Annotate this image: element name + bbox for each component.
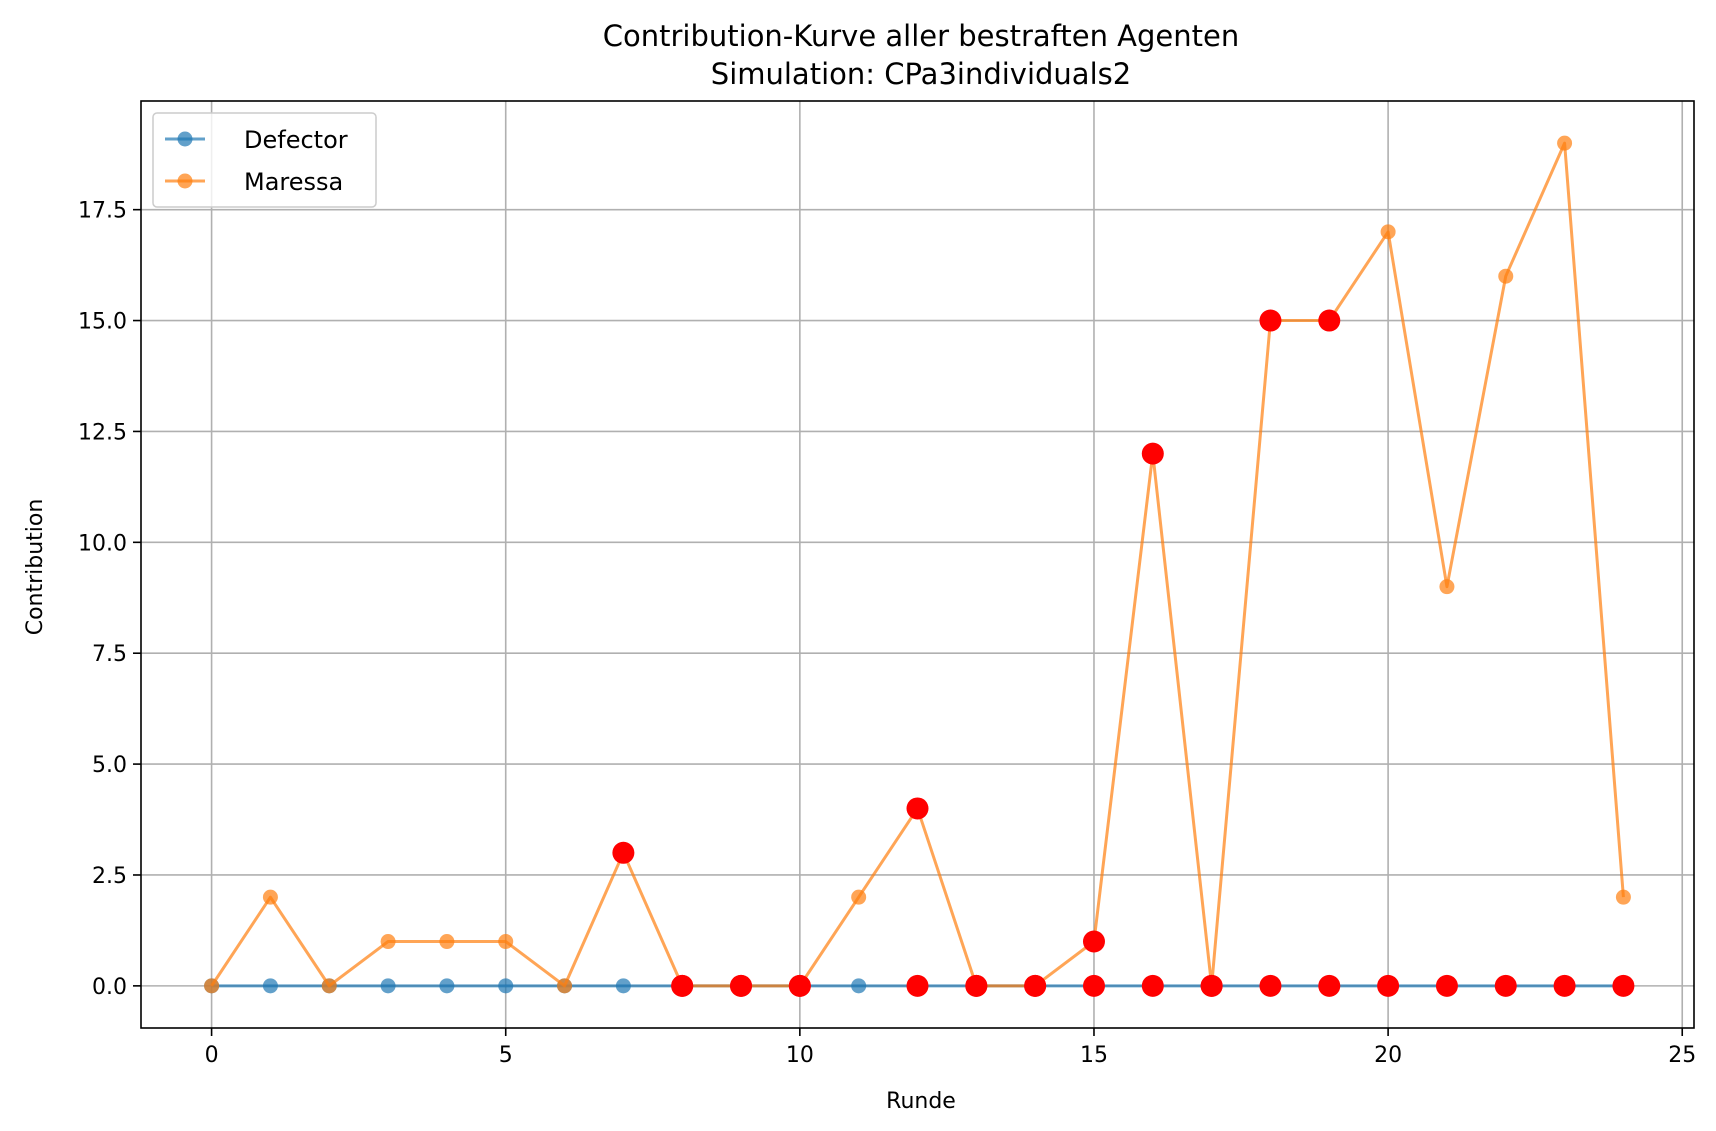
y-tick-label: 12.5 [78, 420, 127, 445]
data-point [1498, 268, 1514, 284]
x-tick-label: 25 [1668, 1043, 1696, 1068]
data-point [321, 978, 337, 994]
data-point [498, 934, 514, 950]
punished-marker [1494, 974, 1517, 997]
punished-marker [1377, 974, 1400, 997]
punished-marker [788, 974, 811, 997]
punished-marker [1141, 974, 1164, 997]
x-tick-label: 5 [499, 1043, 513, 1068]
data-point [615, 978, 631, 994]
punished-marker [1612, 974, 1635, 997]
data-point [204, 978, 220, 994]
punished-marker [906, 797, 929, 820]
punished-marker [1318, 309, 1341, 332]
data-point [851, 978, 867, 994]
legend-marker [177, 173, 193, 189]
x-tick-label: 15 [1080, 1043, 1108, 1068]
punished-marker [1553, 974, 1576, 997]
legend-item: Maressa [165, 168, 343, 196]
data-point [1380, 224, 1396, 240]
legend-frame [152, 112, 377, 208]
punished-marker [1082, 930, 1105, 953]
punished-marker [965, 974, 988, 997]
grid [141, 101, 1694, 1028]
legend-label: Defector [244, 126, 348, 154]
punished-marker [906, 974, 929, 997]
punished-marker [1259, 309, 1282, 332]
chart-title: Contribution-Kurve aller bestraften Agen… [603, 19, 1240, 53]
punished-marker [1024, 974, 1047, 997]
data-point [262, 978, 278, 994]
data-point [439, 978, 455, 994]
y-tick-label: 0.0 [92, 975, 127, 1000]
plot-area-frame [140, 100, 1695, 1029]
data-point [1439, 579, 1455, 595]
data-point [439, 934, 455, 950]
x-tick-label: 20 [1374, 1043, 1402, 1068]
punished-marker [1200, 974, 1223, 997]
x-tick-label: 0 [205, 1043, 219, 1068]
punished-marker [671, 974, 694, 997]
data-point [1615, 889, 1631, 905]
x-tick-label: 10 [786, 1043, 814, 1068]
data-point [498, 978, 514, 994]
chart-subtitle: Simulation: CPa3individuals2 [711, 57, 1131, 91]
punished-marker [1082, 974, 1105, 997]
punished-marker [612, 841, 635, 864]
data-point [262, 889, 278, 905]
x-axis-ticks: 0 5 10 15 20 25 [205, 1028, 1696, 1068]
y-axis-label: Contribution [23, 499, 48, 636]
y-axis-ticks: 0.0 2.5 5.0 7.5 10.0 12.5 15.0 17.5 [78, 199, 141, 1000]
legend: Defector Maressa [152, 112, 377, 208]
punished-marker [730, 974, 753, 997]
data-point [380, 978, 396, 994]
y-tick-label: 5.0 [92, 753, 127, 778]
punished-marker [1259, 974, 1282, 997]
punished-markers [612, 309, 1635, 997]
data-point [1557, 135, 1573, 151]
punished-marker [1435, 974, 1458, 997]
data-point [557, 978, 573, 994]
y-tick-label: 2.5 [92, 864, 127, 889]
punished-marker [1141, 442, 1164, 465]
y-tick-label: 10.0 [78, 531, 127, 556]
data-point [851, 889, 867, 905]
x-axis-label: Runde [886, 1089, 956, 1114]
legend-label: Maressa [244, 168, 343, 196]
data-point [380, 934, 396, 950]
legend-item: Defector [165, 126, 348, 154]
punished-marker [1318, 974, 1341, 997]
y-tick-label: 15.0 [78, 310, 127, 335]
legend-marker [177, 131, 193, 147]
y-tick-label: 7.5 [92, 642, 127, 667]
y-tick-label: 17.5 [78, 199, 127, 224]
